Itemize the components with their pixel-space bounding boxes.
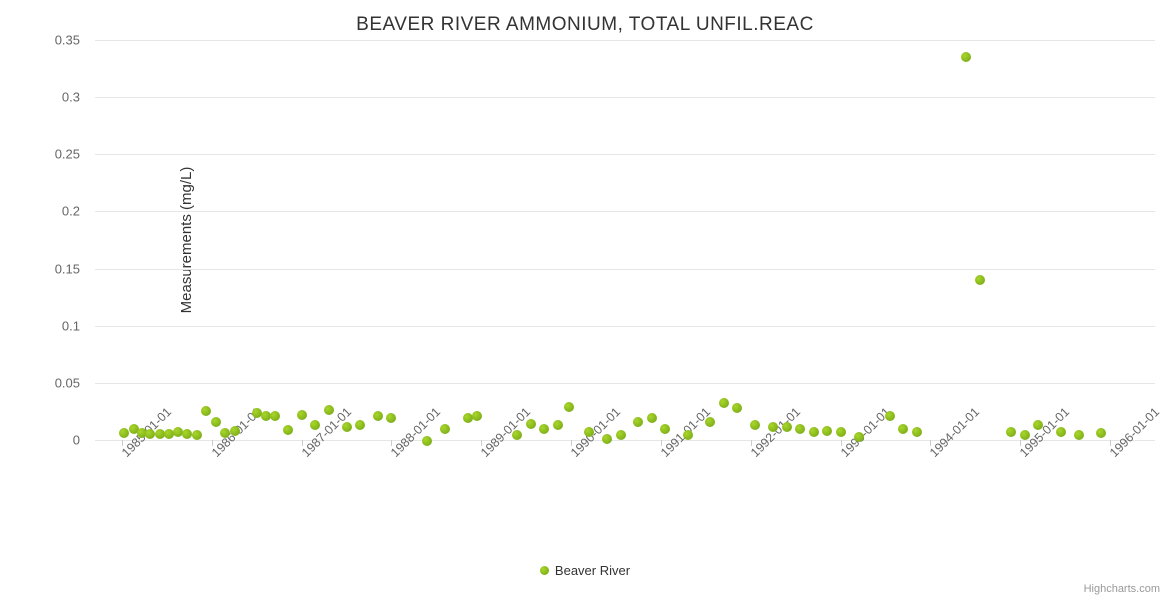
data-point-11[interactable] [220,428,230,438]
data-point-52[interactable] [898,424,908,434]
data-point-25[interactable] [440,424,450,434]
data-point-45[interactable] [782,422,792,432]
data-point-44[interactable] [768,422,778,432]
data-point-36[interactable] [633,417,643,427]
gridline-0 [95,440,1155,441]
data-point-9[interactable] [201,406,211,416]
data-point-20[interactable] [342,422,352,432]
data-point-15[interactable] [270,411,280,421]
data-point-54[interactable] [961,52,971,62]
ytick-label-0.3: 0.3 [5,90,80,105]
chart-title: BEAVER RIVER AMMONIUM, TOTAL UNFIL.REAC [0,0,1170,36]
data-point-21[interactable] [355,420,365,430]
data-point-47[interactable] [809,427,819,437]
gridline-0.2 [95,211,1155,212]
data-point-49[interactable] [836,427,846,437]
xtick-label-1994-01-01: 1994-01-01 [927,405,982,460]
data-point-24[interactable] [422,436,432,446]
gridline-0.3 [95,97,1155,98]
data-point-33[interactable] [584,427,594,437]
plot-area: Measurements (mg/L) 0 0.05 0.1 0.15 0.2 0.25 0… [95,40,1155,440]
data-point-48[interactable] [822,426,832,436]
data-point-38[interactable] [660,424,670,434]
data-point-56[interactable] [1006,427,1016,437]
data-point-51[interactable] [885,411,895,421]
xtick-label-1989-01-01: 1989-01-01 [478,405,533,460]
gridline-0.1 [95,326,1155,327]
data-point-59[interactable] [1056,427,1066,437]
xtick-label-1992-01-01: 1992-01-01 [748,405,803,460]
data-point-46[interactable] [795,424,805,434]
data-point-32[interactable] [564,402,574,412]
data-point-35[interactable] [616,430,626,440]
data-point-23[interactable] [386,413,396,423]
xtick-label-1988-01-01: 1988-01-01 [388,405,443,460]
chart-container: BEAVER RIVER AMMONIUM, TOTAL UNFIL.REAC … [0,0,1170,600]
data-point-50[interactable] [854,432,864,442]
legend-marker-icon [540,566,549,575]
ytick-label-0.35: 0.35 [5,33,80,48]
data-point-60[interactable] [1074,430,1084,440]
gridline-0.15 [95,269,1155,270]
data-point-18[interactable] [310,420,320,430]
data-point-22[interactable] [373,411,383,421]
gridline-0.35 [95,40,1155,41]
data-point-34[interactable] [602,434,612,444]
data-point-43[interactable] [750,420,760,430]
data-point-61[interactable] [1096,428,1106,438]
legend: Beaver River [0,562,1170,580]
credits-label[interactable]: Highcharts.com [1084,583,1160,595]
legend-item-beaver-river[interactable]: Beaver River [540,563,630,578]
data-point-27[interactable] [472,411,482,421]
data-point-16[interactable] [283,425,293,435]
ytick-label-0.25: 0.25 [5,147,80,162]
data-point-19[interactable] [324,405,334,415]
ytick-label-0.2: 0.2 [5,204,80,219]
data-point-39[interactable] [683,430,693,440]
data-point-53[interactable] [912,427,922,437]
legend-label: Beaver River [555,563,630,578]
xtick-label-1990-01-01: 1990-01-01 [568,405,623,460]
data-point-10[interactable] [211,417,221,427]
data-point-37[interactable] [647,413,657,423]
data-point-30[interactable] [539,424,549,434]
data-point-7[interactable] [182,429,192,439]
ytick-label-0.05: 0.05 [5,375,80,390]
ytick-label-0.1: 0.1 [5,318,80,333]
data-point-58[interactable] [1033,420,1043,430]
yaxis-label: Measurements (mg/L) [178,167,195,314]
gridline-0.05 [95,383,1155,384]
data-point-0[interactable] [119,428,129,438]
ytick-label-0.15: 0.15 [5,261,80,276]
xtick-label-1996-01-01: 1996-01-01 [1107,405,1162,460]
data-point-29[interactable] [526,419,536,429]
data-point-41[interactable] [719,398,729,408]
data-point-28[interactable] [512,430,522,440]
data-point-12[interactable] [230,426,240,436]
data-point-57[interactable] [1020,430,1030,440]
data-point-42[interactable] [732,403,742,413]
data-point-3[interactable] [145,429,155,439]
gridline-0.25 [95,154,1155,155]
data-point-55[interactable] [975,275,985,285]
data-point-17[interactable] [297,410,307,420]
data-point-40[interactable] [705,417,715,427]
data-point-31[interactable] [553,420,563,430]
ytick-label-0: 0 [5,433,80,448]
data-point-8[interactable] [192,430,202,440]
